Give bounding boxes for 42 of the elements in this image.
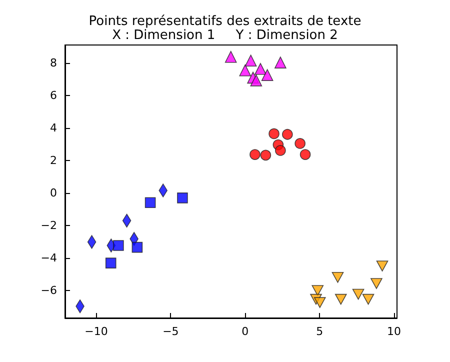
point — [239, 64, 252, 76]
point — [370, 278, 382, 289]
point — [268, 128, 280, 140]
point — [250, 74, 262, 86]
y-tick-label: −2 — [40, 218, 57, 232]
point — [294, 138, 306, 149]
y-tick-label: 8 — [50, 56, 57, 70]
point — [250, 149, 260, 160]
point — [244, 54, 257, 66]
point — [314, 297, 326, 308]
chart-subtitle: X : Dimension 1 Y : Dimension 2 — [112, 28, 338, 43]
point — [312, 285, 324, 296]
point — [144, 197, 156, 208]
point — [260, 150, 272, 161]
chart-title: Points représentatifs des extraits de texte — [88, 14, 362, 29]
y-tick-label: 0 — [50, 186, 57, 200]
point — [352, 288, 364, 300]
point — [274, 56, 286, 68]
y-tick-label: −4 — [40, 251, 57, 264]
point — [224, 50, 237, 63]
y-tick-label: −6 — [40, 284, 57, 297]
point — [177, 192, 188, 204]
point — [332, 272, 344, 283]
point — [300, 149, 311, 160]
point — [334, 294, 347, 305]
x-tick-label: −5 — [162, 325, 179, 338]
point — [275, 145, 286, 156]
x-tick-label: −10 — [84, 325, 108, 338]
point — [376, 260, 388, 272]
x-tick-label: 5 — [316, 325, 324, 338]
x-tick-label: 10 — [387, 325, 402, 338]
point — [282, 128, 293, 140]
y-tick-label: 6 — [50, 88, 57, 102]
point — [105, 258, 116, 268]
point — [362, 294, 374, 305]
point — [132, 242, 143, 253]
x-tick-label: 0 — [242, 325, 249, 338]
point — [113, 240, 124, 251]
y-tick-label: 2 — [50, 154, 57, 167]
point — [254, 62, 266, 75]
point — [261, 69, 274, 81]
y-tick-label: 4 — [50, 121, 57, 134]
